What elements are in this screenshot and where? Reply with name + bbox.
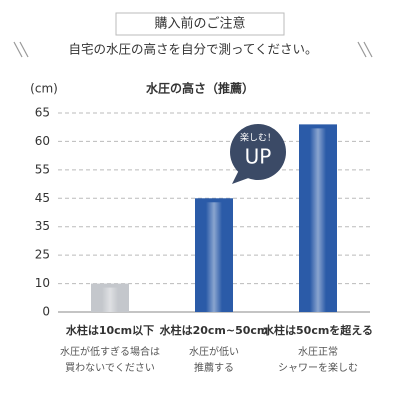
- y-axis-label: (cm): [30, 82, 58, 96]
- header-subtitle: 自宅の水圧の高さを自分で測ってください。: [68, 42, 317, 57]
- y-tick-label: 55: [35, 162, 50, 176]
- bar-shine: [206, 202, 222, 312]
- chart-title: 水圧の高さ（推薦）: [146, 81, 254, 96]
- bar-shine: [102, 287, 118, 312]
- callout-bubble: [230, 124, 286, 180]
- y-tick-label: 0: [42, 305, 50, 319]
- callout: 楽しむ！UP: [230, 124, 286, 184]
- category-note: 買わないでください: [65, 362, 155, 374]
- x-tick-label: 水柱は50cmを超える: [263, 323, 373, 337]
- y-tick-label: 45: [35, 191, 50, 205]
- slash-decor: [13, 41, 373, 58]
- category-note: 水圧が低すぎる場合は: [60, 345, 160, 358]
- category-note: 水圧正常: [298, 345, 338, 358]
- y-tick-label: 35: [35, 219, 50, 233]
- y-tick-label: 25: [35, 248, 50, 262]
- header-title: 購入前のご注意: [154, 16, 245, 32]
- y-tick-label: 65: [35, 106, 50, 120]
- callout-emphasis: UP: [245, 145, 272, 169]
- x-tick-label: 水柱は10cm以下: [66, 323, 154, 337]
- y-tick-label: 10: [35, 276, 50, 290]
- category-note: 水圧が低い: [189, 345, 239, 358]
- bar-shine: [310, 128, 326, 312]
- y-tick-label: 60: [35, 134, 50, 148]
- callout-text: 楽しむ！: [240, 132, 276, 144]
- category-note: シャワーを楽しむ: [278, 361, 358, 374]
- category-note: 推薦する: [194, 361, 234, 374]
- callout-tail: [232, 168, 254, 184]
- header-box: [115, 12, 285, 36]
- x-tick-label: 水柱は20cm~50cm: [160, 323, 269, 337]
